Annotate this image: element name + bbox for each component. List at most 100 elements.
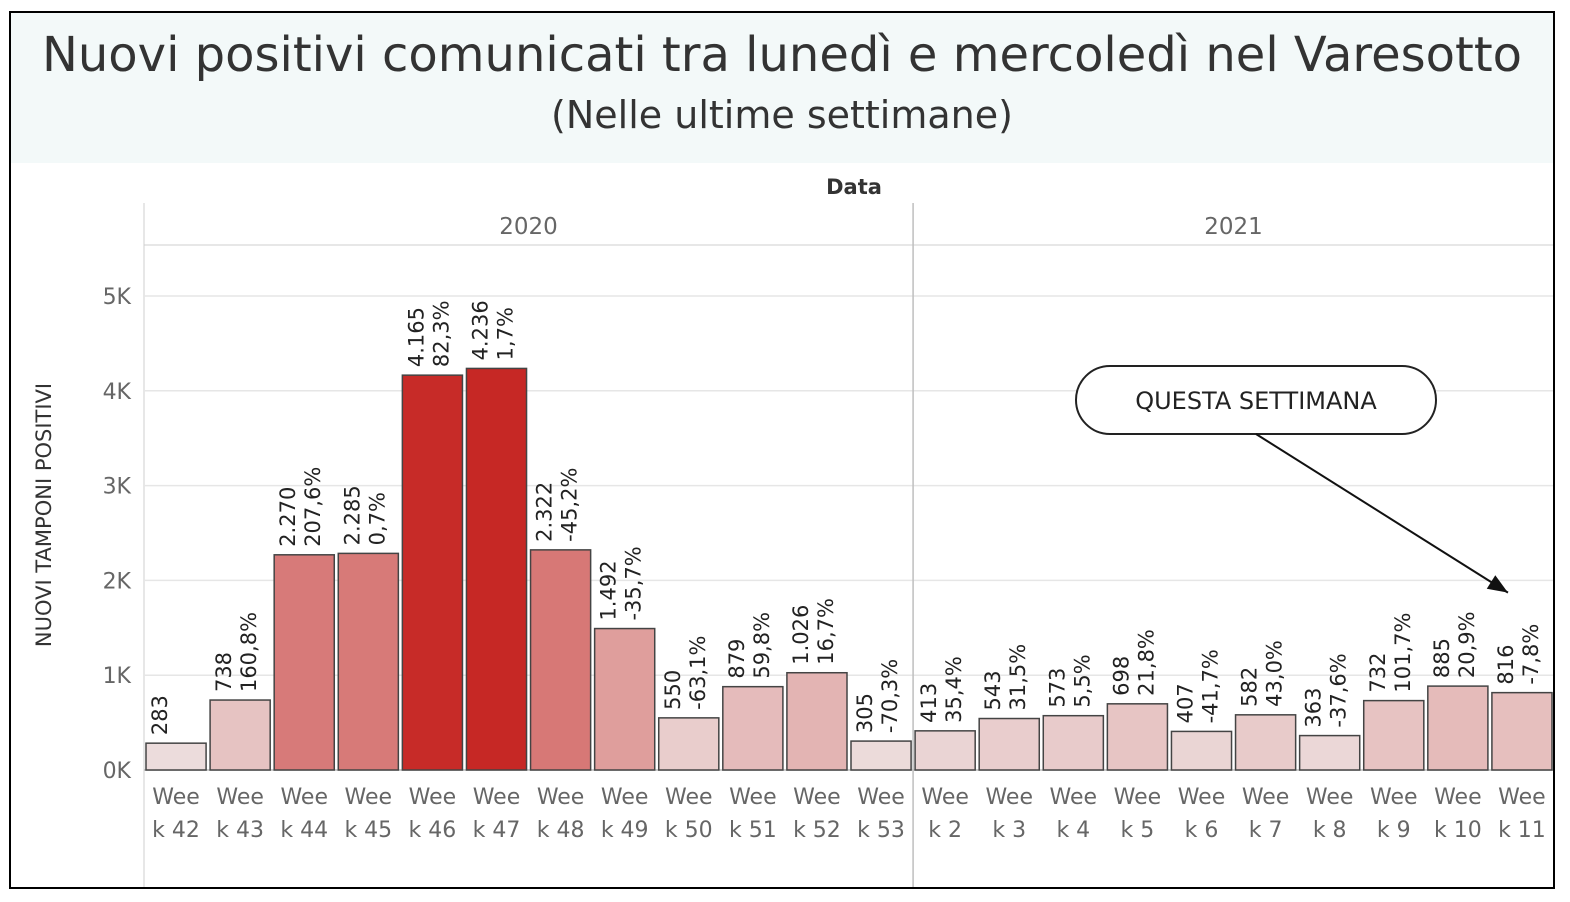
change-label: -37,6% xyxy=(1327,653,1351,727)
value-label: 413 xyxy=(917,683,941,723)
change-label: 82,3% xyxy=(429,300,453,367)
x-tick-label: Wee k 53 xyxy=(857,785,905,843)
value-label: 698 xyxy=(1109,656,1133,696)
change-label: 21,8% xyxy=(1134,629,1158,696)
x-tick-line: k 49 xyxy=(601,818,649,843)
x-tick-line: Wee xyxy=(216,785,264,810)
x-tick-line: Wee xyxy=(345,785,393,810)
x-tick-label: Wee k 9 xyxy=(1370,785,1418,843)
x-tick-line: k 6 xyxy=(1185,818,1219,843)
x-tick-line: k 42 xyxy=(152,818,200,843)
bar xyxy=(914,730,976,771)
value-label: 2.285 xyxy=(340,485,364,545)
x-tick-line: k 3 xyxy=(992,818,1026,843)
bar xyxy=(657,717,720,771)
x-tick-label: Wee k 51 xyxy=(729,785,777,843)
x-tick-line: k 10 xyxy=(1434,818,1482,843)
value-label: 573 xyxy=(1045,668,1069,708)
x-tick-label: Wee k 50 xyxy=(665,785,713,843)
y-tick-label: 0K xyxy=(103,759,132,784)
value-label: 550 xyxy=(661,670,685,710)
bar xyxy=(786,671,848,771)
bar xyxy=(593,627,656,771)
bar xyxy=(1106,703,1169,771)
bar xyxy=(978,717,1041,771)
y-axis-title: NUOVI TAMPONI POSITIVI xyxy=(32,383,56,647)
bar xyxy=(401,374,464,771)
value-label: 283 xyxy=(148,695,172,735)
y-tick-label: 3K xyxy=(103,475,132,500)
x-tick-label: Wee k 10 xyxy=(1434,785,1482,843)
axis-layer: Data NUOVI TAMPONI POSITIVI 0K 1K 2K 3K 4K 5K 20… xyxy=(32,175,1546,843)
label-layer: 283 738 160,8% 2.270 207,6% 2.285 0,7% 4.165 82,… xyxy=(148,300,1543,735)
x-tick-label: Wee k 47 xyxy=(473,785,521,843)
bar xyxy=(850,740,912,771)
x-tick-line: k 47 xyxy=(473,818,521,843)
bar xyxy=(1298,734,1361,771)
x-tick-line: Wee xyxy=(152,785,200,810)
x-axis-title: Data xyxy=(826,175,882,199)
value-label: 305 xyxy=(853,693,877,733)
value-label: 885 xyxy=(1430,638,1454,678)
x-tick-line: Wee xyxy=(1434,785,1482,810)
annotation-layer: QUESTA SETTIMANA xyxy=(1075,365,1509,594)
year-label: 2020 xyxy=(499,214,558,240)
change-label: 59,8% xyxy=(750,612,774,679)
bar xyxy=(273,554,336,771)
x-tick-label: Wee k 42 xyxy=(152,785,200,843)
chart-subtitle: (Nelle ultime settimane) xyxy=(551,93,1013,137)
change-label: 35,4% xyxy=(942,656,966,723)
change-label: -70,3% xyxy=(878,659,902,733)
x-tick-line: k 4 xyxy=(1056,818,1090,843)
chart-frame: Nuovi positivi comunicati tra lunedì e m… xyxy=(9,11,1555,889)
x-tick-line: Wee xyxy=(1370,785,1418,810)
bar xyxy=(722,685,784,771)
bar xyxy=(209,699,271,771)
value-label: 363 xyxy=(1302,687,1326,727)
value-label: 582 xyxy=(1238,667,1262,707)
x-tick-line: Wee xyxy=(280,785,328,810)
change-label: 160,8% xyxy=(237,612,261,692)
x-tick-label: Wee k 44 xyxy=(280,785,328,843)
x-tick-line: k 45 xyxy=(344,818,392,843)
x-tick-line: Wee xyxy=(857,785,905,810)
x-tick-line: Wee xyxy=(729,785,777,810)
x-tick-line: Wee xyxy=(1050,785,1098,810)
bar-layer xyxy=(145,367,1553,771)
x-tick-label: Wee k 3 xyxy=(985,785,1033,843)
value-label: 1.492 xyxy=(597,560,621,620)
bar xyxy=(529,549,592,771)
x-tick-line: k 50 xyxy=(665,818,713,843)
y-tick-label: 5K xyxy=(103,285,132,310)
annotation-text: QUESTA SETTIMANA xyxy=(1135,387,1377,415)
x-tick-line: k 44 xyxy=(280,818,328,843)
bar xyxy=(1427,685,1489,771)
x-tick-line: Wee xyxy=(409,785,457,810)
value-label: 2.322 xyxy=(533,482,557,542)
bar xyxy=(1234,714,1297,771)
bar xyxy=(337,552,400,771)
bar xyxy=(1491,691,1553,771)
value-label: 816 xyxy=(1494,645,1518,685)
x-tick-label: Wee k 7 xyxy=(1242,785,1290,843)
x-tick-label: Wee k 6 xyxy=(1178,785,1226,843)
chart-title: Nuovi positivi comunicati tra lunedì e m… xyxy=(41,27,1523,83)
value-label: 4.165 xyxy=(404,307,428,367)
x-tick-line: k 48 xyxy=(537,818,585,843)
header: Nuovi positivi comunicati tra lunedì e m… xyxy=(11,13,1553,163)
value-label: 738 xyxy=(212,652,236,692)
value-label: 407 xyxy=(1174,683,1198,723)
change-label: 16,7% xyxy=(814,598,838,665)
x-tick-line: k 9 xyxy=(1377,818,1411,843)
x-tick-label: Wee k 43 xyxy=(216,785,264,843)
x-tick-line: k 46 xyxy=(409,818,457,843)
x-tick-line: Wee xyxy=(537,785,585,810)
bar xyxy=(145,742,207,771)
x-tick-line: Wee xyxy=(1242,785,1290,810)
bar xyxy=(1362,699,1425,771)
value-label: 4.236 xyxy=(469,300,493,360)
x-tick-line: k 7 xyxy=(1249,818,1283,843)
bar xyxy=(1042,714,1105,771)
change-label: 43,0% xyxy=(1263,640,1287,707)
x-tick-line: k 8 xyxy=(1313,818,1347,843)
